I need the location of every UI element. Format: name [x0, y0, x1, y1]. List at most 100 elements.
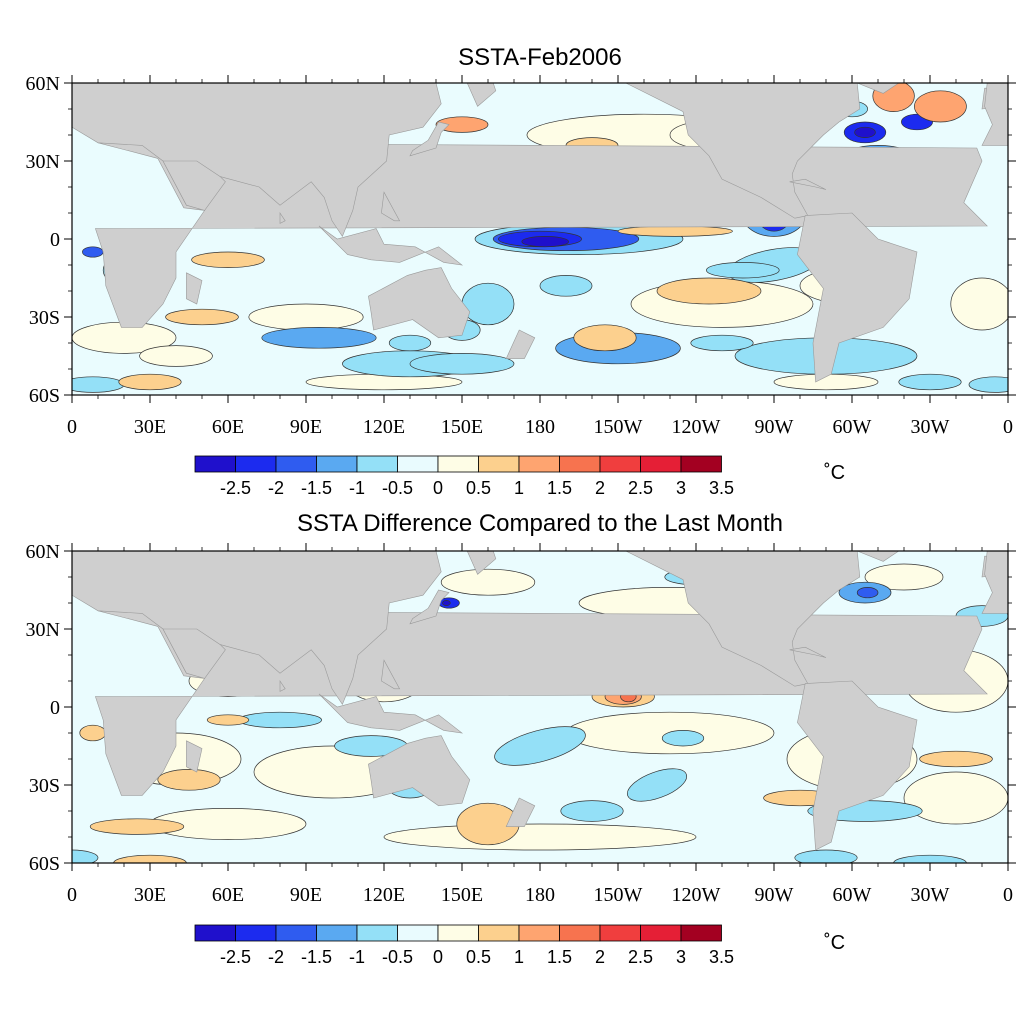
bottom-anomaly-contour [604, 688, 642, 705]
top-colorbar-label: -2.5 [220, 478, 251, 498]
top-colorbar-label: 2 [595, 478, 605, 498]
bottom-anomaly-contour [955, 605, 1008, 627]
top-land-cuba [789, 178, 827, 190]
bottom-neutral-region [149, 808, 307, 840]
bottom-colorbar-label: -2.5 [220, 947, 251, 967]
top-x-tick-label: 30E [134, 416, 166, 438]
bottom-colorbar-swatch [194, 924, 236, 942]
top-anomaly-contour [573, 324, 637, 352]
bottom-colorbar-label: 2.5 [628, 947, 653, 967]
bottom-land-europe_w [981, 551, 1008, 614]
bottom-land-samerica [797, 680, 918, 851]
bottom-colorbar-swatch [640, 924, 682, 942]
top-panel: SSTA-Feb2006 0 30E 60E 90E 120E 150E 180 150W 12… [26, 44, 1016, 498]
bottom-land-japan [409, 589, 450, 625]
bottom-colorbar: -2.5 -2 -1.5 -1 -0.5 0 0.5 1 1.5 2 2.5 3 3.5 [194, 924, 734, 967]
bottom-land-greenland [857, 551, 900, 562]
bottom-x-tick-label: 60E [212, 884, 244, 906]
top-colorbar-label: -0.5 [382, 478, 413, 498]
top-land-greenland [857, 83, 900, 94]
top-anomaly-contour [854, 126, 876, 138]
top-land-srilanka [279, 212, 286, 224]
top-anomaly-contour [261, 327, 377, 349]
bottom-x-tick-label: 120E [363, 884, 405, 906]
bottom-anomaly-contour [334, 735, 408, 757]
top-colorbar-label: 3 [676, 478, 686, 498]
bottom-colorbar-label: 3 [676, 947, 686, 967]
bottom-x-tick-label: 0 [1003, 884, 1013, 906]
top-anomaly-contour [656, 277, 762, 305]
top-neutral-region [950, 277, 1008, 331]
bottom-anomaly-contour [664, 568, 728, 586]
top-colorbar-units: ˚C [824, 462, 846, 484]
top-land-arabia [162, 160, 226, 211]
bottom-x-tick-label: 90W [755, 884, 794, 906]
bottom-colorbar-label: -2 [268, 947, 284, 967]
bottom-colorbar-swatch [599, 924, 641, 942]
top-land-indonesia [318, 225, 464, 266]
bottom-anomaly-contour [456, 802, 520, 846]
bottom-anomaly-contour [919, 750, 993, 768]
top-map: 0 30E 60E 90E 120E 150E 180 150W 120W 90W 60W 30W 06… [26, 73, 1016, 498]
bottom-anomaly-contour [113, 854, 187, 863]
bottom-colorbar-label: -1.5 [301, 947, 332, 967]
bottom-neutral-region [383, 823, 697, 851]
bottom-land-philippines [381, 659, 401, 690]
top-x-tick-label: 60E [212, 416, 244, 438]
top-y-tick-label: 30S [29, 307, 60, 329]
top-anomaly-contour [435, 116, 489, 133]
top-land-philippines [381, 191, 401, 222]
top-x-tick-label: 150E [441, 416, 483, 438]
bottom-neutral-region [253, 745, 411, 799]
bottom-land-arabia [162, 628, 226, 679]
top-anomaly-contour [968, 376, 1008, 393]
bottom-colorbar-swatch [316, 924, 358, 942]
top-land-eurasia [72, 83, 442, 238]
top-colorbar: -2.5 -2 -1.5 -1 -0.5 0 0.5 1 1.5 2 2.5 3 3.5 [194, 455, 734, 498]
top-anomaly-contour [690, 334, 754, 352]
top-colorbar-label: 2.5 [628, 478, 653, 498]
bottom-anomaly-contour [807, 800, 923, 822]
top-x-tick-label: 30W [911, 416, 950, 438]
bottom-neutral-region [440, 568, 536, 596]
top-colorbar-label: -2 [268, 478, 284, 498]
bottom-neutral-region [188, 665, 268, 697]
bottom-colorbar-label: 1 [514, 947, 524, 967]
bottom-anomaly-contour [626, 768, 688, 802]
bottom-colorbar-swatch [356, 924, 398, 942]
bottom-y-tick-label: 30N [26, 619, 60, 641]
top-anomaly-contour [409, 353, 515, 375]
bottom-anomaly-contour [661, 730, 705, 747]
bottom-x-tick-label: 30E [134, 884, 166, 906]
bottom-neutral-region [344, 659, 424, 703]
top-y-tick-label: 60S [29, 385, 60, 407]
bottom-anomaly-contour [494, 726, 586, 766]
bottom-land-kamchatka [466, 551, 497, 575]
bottom-map-area: 0 30E 60E 90E 120E 150E 180 150W 120W 90W 60W 30W 06… [26, 541, 1016, 906]
top-colorbar-swatch [680, 455, 722, 473]
bottom-colorbar-units: ˚C [824, 932, 846, 954]
bottom-colorbar-swatch [478, 924, 520, 942]
bottom-colorbar-swatch [397, 924, 439, 942]
top-anomaly-contour [914, 90, 967, 123]
bottom-anomaly-contour [238, 711, 322, 729]
bottom-anomaly-contour [674, 659, 770, 677]
bottom-colorbar-label: -0.5 [382, 947, 413, 967]
top-anomaly-contour [191, 251, 265, 268]
bottom-colorbar-swatch [559, 924, 601, 942]
bottom-colorbar-label: 3.5 [709, 947, 734, 967]
bottom-land-nz [505, 797, 536, 827]
bottom-land-eurasia [72, 551, 442, 706]
top-colorbar-label: -1 [349, 478, 365, 498]
bottom-land-indonesia [318, 693, 464, 734]
bottom-anomaly-contour [893, 854, 967, 863]
top-land-europe_w [981, 83, 1008, 146]
top-land-madagascar [186, 272, 203, 305]
bottom-x-tick-label: 90E [290, 884, 322, 906]
bottom-colorbar-swatch [437, 924, 479, 942]
bottom-anomaly-contour [560, 800, 624, 822]
bottom-anomaly-contour [89, 818, 185, 835]
bottom-anomaly-contour [72, 849, 99, 863]
bottom-land-cuba [789, 646, 827, 658]
